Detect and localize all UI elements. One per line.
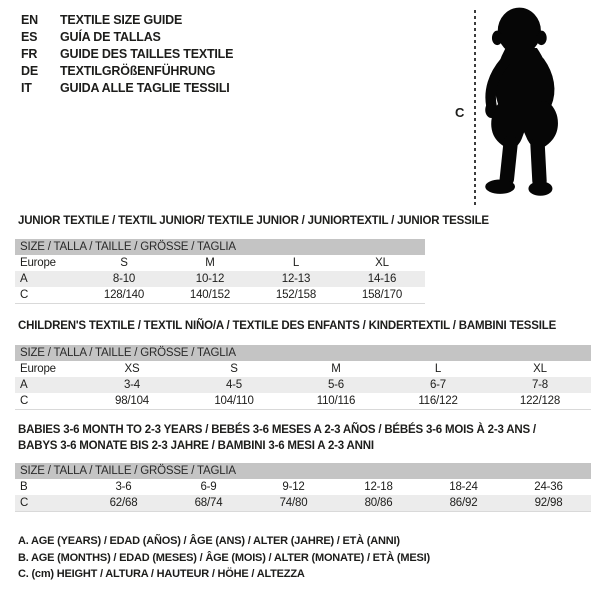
height-cell: 98/104 <box>115 395 149 407</box>
size-cell: S <box>120 257 128 269</box>
note-age-months: B. AGE (MONTHS) / EDAD (MESES) / ÂGE (MO… <box>18 551 430 564</box>
row-label: C <box>20 497 29 509</box>
height-cell: 152/158 <box>275 289 317 301</box>
lang-code: IT <box>21 81 32 95</box>
age-cell: 12-13 <box>281 273 311 285</box>
lang-row-en: EN TEXTILE SIZE GUIDE <box>21 12 233 29</box>
children-size-table: SIZE / TALLA / TAILLE / GRÖSSE / TAGLIA … <box>15 345 591 410</box>
section-title-junior: JUNIOR TEXTILE / TEXTIL JUNIOR/ TEXTILE … <box>18 215 489 227</box>
size-cell: XS <box>124 363 140 375</box>
size-cell: L <box>292 257 300 269</box>
baby-silhouette <box>485 7 558 196</box>
lang-code: FR <box>21 47 38 61</box>
size-cell: XL <box>375 257 389 269</box>
table-row-age: A 3-4 4-5 5-6 6-7 7-8 <box>15 377 591 393</box>
height-cell: 68/74 <box>194 497 223 509</box>
row-label: B <box>20 481 28 493</box>
section-title-babies-line2: BABYS 3-6 MONATE BIS 2-3 JAHRE / BAMBINI… <box>18 440 374 452</box>
size-cell: XL <box>533 363 547 375</box>
table-row-europe: Europe S M L XL <box>15 255 425 271</box>
height-cell: 128/140 <box>103 289 145 301</box>
age-cell: 7-8 <box>531 379 549 391</box>
note-height-cm: C. (cm) HEIGHT / ALTURA / HAUTEUR / HÖHE… <box>18 568 305 580</box>
age-cell: 24-36 <box>534 481 563 493</box>
lang-code: EN <box>21 13 38 27</box>
size-cell: M <box>331 363 341 375</box>
height-cell: 74/80 <box>279 497 308 509</box>
height-cell: 62/68 <box>109 497 138 509</box>
table-row-age: A 8-10 10-12 12-13 14-16 <box>15 271 425 287</box>
row-label: C <box>20 395 29 407</box>
height-cell: 122/128 <box>519 395 561 407</box>
height-cell: 110/116 <box>316 395 356 407</box>
guide-title: TEXTILE SIZE GUIDE <box>60 13 183 27</box>
age-cell: 10-12 <box>195 273 225 285</box>
guide-title: GUIDE DES TAILLES TEXTILE <box>60 47 234 61</box>
guide-title: TEXTILGRÖßENFÜHRUNG <box>60 64 216 78</box>
lang-row-es: ES GUÍA DE TALLAS <box>21 29 233 46</box>
row-label: Europe <box>20 257 56 269</box>
junior-size-table: SIZE / TALLA / TAILLE / GRÖSSE / TAGLIA … <box>15 239 425 304</box>
age-cell: 8-10 <box>112 273 136 285</box>
age-cell: 18-24 <box>449 481 478 493</box>
age-cell: 12-18 <box>364 481 393 493</box>
guide-title: GUÍA DE TALLAS <box>60 30 161 44</box>
guide-title: GUIDA ALLE TAGLIE TESSILI <box>60 81 230 95</box>
row-label: A <box>20 379 28 391</box>
table-row-europe: Europe XS S M L XL <box>15 361 591 377</box>
note-age-years: A. AGE (YEARS) / EDAD (AÑOS) / ÂGE (ANS)… <box>18 535 400 547</box>
size-cell: M <box>205 257 215 269</box>
table-row-height: C 128/140 140/152 152/158 158/170 <box>15 287 425 303</box>
height-cell: 140/152 <box>189 289 231 301</box>
height-cell: 92/98 <box>534 497 563 509</box>
row-label: C <box>20 289 29 301</box>
age-cell: 4-5 <box>225 379 243 391</box>
size-cell: S <box>230 363 238 375</box>
size-header-row: SIZE / TALLA / TAILLE / GRÖSSE / TAGLIA <box>15 239 425 255</box>
age-cell: 6-9 <box>200 481 217 493</box>
lang-code: ES <box>21 30 38 44</box>
height-measure-dashed-line <box>474 10 476 207</box>
height-cell: 80/86 <box>364 497 393 509</box>
age-cell: 3-6 <box>115 481 132 493</box>
table-row-height: C 98/104 104/110 110/116 116/122 122/128 <box>15 393 591 409</box>
height-cell: 104/110 <box>214 395 254 407</box>
row-label: Europe <box>20 363 56 375</box>
size-header-row: SIZE / TALLA / TAILLE / GRÖSSE / TAGLIA <box>15 345 591 361</box>
legend-notes: A. AGE (YEARS) / EDAD (AÑOS) / ÂGE (ANS)… <box>18 533 430 583</box>
age-cell: 3-4 <box>123 379 141 391</box>
lang-row-de: DE TEXTILGRÖßENFÜHRUNG <box>21 63 233 80</box>
size-header-row: SIZE / TALLA / TAILLE / GRÖSSE / TAGLIA <box>15 463 591 479</box>
age-cell: 14-16 <box>367 273 397 285</box>
height-cell: 86/92 <box>449 497 478 509</box>
lang-code: DE <box>21 64 38 78</box>
age-cell: 9-12 <box>282 481 305 493</box>
size-cell: L <box>434 363 442 375</box>
height-cell: 158/170 <box>361 289 403 301</box>
row-label: A <box>20 273 28 285</box>
table-row-age-months: B 3-6 6-9 9-12 12-18 18-24 24-36 <box>15 479 591 495</box>
lang-row-it: IT GUIDA ALLE TAGLIE TESSILI <box>21 80 233 97</box>
language-title-block: EN TEXTILE SIZE GUIDE ES GUÍA DE TALLAS … <box>21 12 233 97</box>
age-cell: 5-6 <box>327 379 345 391</box>
section-title-children: CHILDREN'S TEXTILE / TEXTIL NIÑO/A / TEX… <box>18 320 557 332</box>
height-cell: 116/122 <box>418 395 458 407</box>
babies-size-table: SIZE / TALLA / TAILLE / GRÖSSE / TAGLIA … <box>15 463 591 512</box>
age-cell: 6-7 <box>429 379 447 391</box>
height-measure-c-label: C <box>455 105 465 120</box>
lang-row-fr: FR GUIDE DES TAILLES TEXTILE <box>21 46 233 63</box>
table-row-height: C 62/68 68/74 74/80 80/86 86/92 92/98 <box>15 495 591 511</box>
section-title-babies-line1: BABIES 3-6 MONTH TO 2-3 YEARS / BEBÉS 3-… <box>18 424 536 436</box>
